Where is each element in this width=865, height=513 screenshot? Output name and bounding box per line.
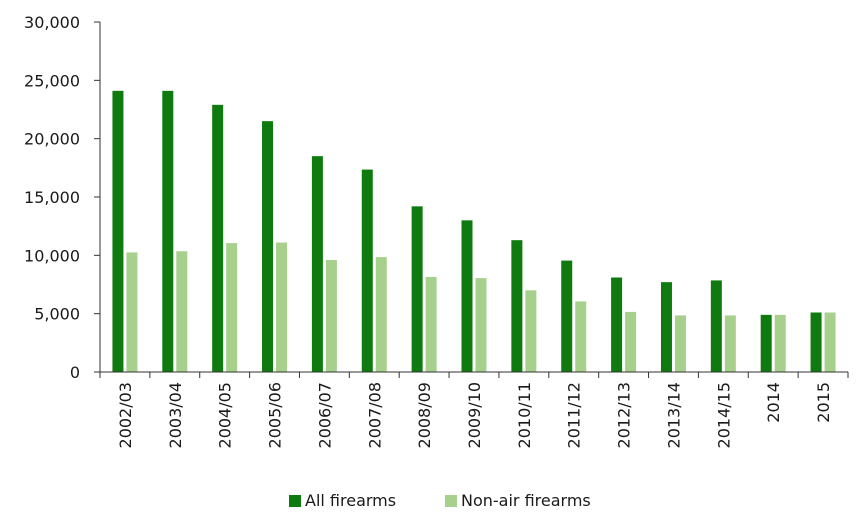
x-category-label: 2013/14 [664,382,683,448]
bar-non-air-firearms [425,276,437,372]
bar-all-firearms [810,312,822,372]
bar-non-air-firearms [575,301,587,372]
x-category-label: 2005/06 [266,382,285,448]
bar-all-firearms [361,169,373,372]
legend-swatch-all-firearms [289,495,301,507]
bar-all-firearms [611,277,623,372]
x-category-label: 2014/15 [714,382,733,448]
bar-non-air-firearms [625,311,637,372]
x-category-label: 2015 [814,382,833,423]
bar-non-air-firearms [126,252,138,372]
x-category-label: 2009/10 [465,382,484,448]
y-tick-label: 25,000 [24,71,80,90]
bar-all-firearms [760,314,772,372]
bar-all-firearms [162,90,174,372]
bar-all-firearms [311,156,323,372]
bar-all-firearms [660,282,672,372]
bar-non-air-firearms [475,278,487,372]
x-category-label: 2007/08 [365,382,384,448]
y-tick-label: 10,000 [24,246,80,265]
bar-non-air-firearms [325,260,337,372]
legend-swatch-non-air-firearms [445,495,457,507]
bar-all-firearms [212,104,224,372]
bar-all-firearms [461,220,473,372]
y-tick-label: 30,000 [24,13,80,32]
bar-all-firearms [262,121,274,373]
y-axis: 0 5,000 10,000 15,000 20,000 25,000 30,000 [24,13,101,382]
x-category-label: 2002/03 [116,382,135,448]
bar-all-firearms [561,260,573,372]
y-tick-label: 5,000 [34,305,80,324]
bar-all-firearms [710,280,722,372]
bar-non-air-firearms [226,243,238,372]
x-category-label: 2004/05 [216,382,235,448]
bar-non-air-firearms [724,315,736,372]
x-category-label: 2003/04 [166,382,185,448]
bar-non-air-firearms [774,314,786,372]
legend: All firearms Non-air firearms [289,491,591,510]
bar-non-air-firearms [525,290,537,372]
x-category-label: 2012/13 [615,382,634,448]
y-tick-label: 20,000 [24,130,80,149]
y-tick-label: 15,000 [24,188,80,207]
y-tick-label: 0 [70,363,80,382]
x-category-label: 2014 [764,382,783,423]
bar-non-air-firearms [375,257,387,372]
bar-non-air-firearms [276,242,288,372]
x-category-label: 2010/11 [515,382,534,448]
bar-non-air-firearms [824,312,836,372]
x-axis: 2002/03 2003/04 2004/05 2005/06 2006/07 2007/… [99,371,849,448]
bar-all-firearms [411,206,423,372]
x-category-label: 2006/07 [315,382,334,448]
bar-all-firearms [112,90,124,372]
bar-non-air-firearms [176,251,188,372]
x-category-label: 2008/09 [415,382,434,448]
x-category-label: 2011/12 [565,382,584,448]
legend-label-all-firearms: All firearms [305,491,396,510]
bars-layer [112,90,836,373]
bar-all-firearms [511,240,523,372]
legend-label-non-air-firearms: Non-air firearms [461,491,591,510]
bar-non-air-firearms [674,315,686,372]
